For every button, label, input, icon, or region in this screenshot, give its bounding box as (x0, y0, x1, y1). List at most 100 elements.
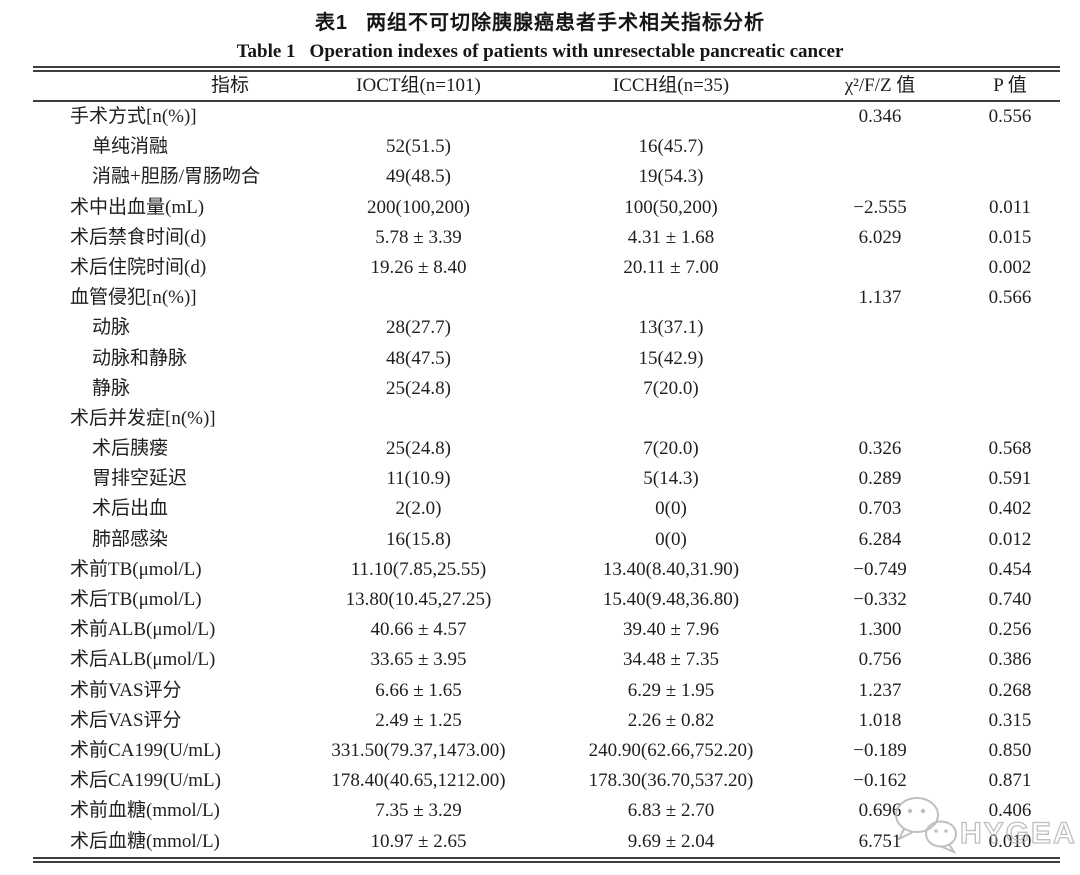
table-row: 胃排空延迟 11(10.9) 5(14.3) 0.289 0.591 (33, 464, 1060, 494)
table-row: 术前ALB(μmol/L) 40.66 ± 4.57 39.40 ± 7.96 1.3… (33, 615, 1060, 645)
cell-ioct-value: 5.78 ± 3.39 (375, 226, 462, 248)
statistics-table: 指标 IOCT组(n=101) ICCH组(n=35) χ²/F/Z 值 P 值… (33, 66, 1060, 863)
cell-p-value: 0.010 (988, 830, 1032, 852)
cell-statistic-value: −0.749 (853, 558, 907, 580)
cell-statistic-value: 1.137 (858, 287, 902, 309)
cell-statistic-value: 1.018 (858, 709, 902, 731)
table-header-rule (33, 100, 1060, 102)
table-row: 静脉 25(24.8) 7(20.0) (33, 374, 1060, 404)
cell-p-value: 0.268 (988, 679, 1032, 701)
row-label: 术后禁食时间(d) (70, 226, 207, 248)
cell-ioct-value: 11(10.9) (386, 468, 451, 490)
table-row: 动脉和静脉 48(47.5) 15(42.9) (33, 344, 1060, 374)
cell-icch-value: 240.90(62.66,752.20) (588, 739, 754, 761)
column-header-ioct-group: IOCT组(n=101) (356, 75, 481, 96)
row-label: 术后ALB(μmol/L) (70, 649, 216, 671)
table-bottom-rule (33, 856, 1060, 863)
cell-p-value: 0.556 (988, 106, 1032, 127)
cell-statistic-value: −0.162 (853, 770, 907, 792)
cell-p-value: 0.871 (988, 770, 1032, 792)
cell-icch-value: 7(20.0) (643, 438, 699, 460)
cell-p-value: 0.454 (988, 558, 1032, 580)
cell-ioct-value: 13.80(10.45,27.25) (345, 589, 492, 610)
table-row: 血管侵犯[n(%)] 1.137 0.566 (33, 283, 1060, 313)
cell-statistic-value (800, 313, 960, 343)
column-header-p-value: P 值 (993, 75, 1027, 96)
table-row: 术后血糖(mmol/L) 10.97 ± 2.65 9.69 ± 2.04 6.751… (33, 827, 1060, 857)
cell-statistic-value: 0.696 (858, 800, 902, 822)
cell-p-value: 0.315 (988, 709, 1032, 731)
cell-statistic-value (800, 374, 960, 404)
cell-ioct-value (295, 283, 542, 313)
row-label: 术后CA199(U/mL) (70, 770, 221, 792)
cell-ioct-value: 33.65 ± 3.95 (370, 649, 467, 671)
row-label: 动脉和静脉 (92, 347, 188, 369)
cell-statistic-value: 6.029 (858, 226, 902, 248)
cell-p-value: 0.566 (988, 287, 1032, 309)
cell-ioct-value (295, 404, 542, 434)
table-row: 术前血糖(mmol/L) 7.35 ± 3.29 6.83 ± 2.70 0.696 0… (33, 796, 1060, 826)
row-label: 单纯消融 (92, 136, 169, 158)
cell-icch-value (542, 102, 800, 132)
cell-statistic-value (800, 253, 960, 283)
column-header-icch-group: ICCH组(n=35) (612, 75, 730, 96)
cell-icch-value: 34.48 ± 7.35 (623, 649, 719, 671)
cell-p-value: 0.850 (988, 739, 1032, 761)
cell-icch-value: 20.11 ± 7.00 (623, 256, 719, 278)
cell-statistic-value: 6.751 (858, 830, 902, 852)
table-row: 肺部感染 16(15.8) 0(0) 6.284 0.012 (33, 525, 1060, 555)
cell-icch-value: 2.26 ± 0.82 (627, 709, 715, 731)
row-label: 动脉 (92, 317, 131, 339)
cell-icch-value: 15.40(9.48,36.80) (602, 589, 740, 610)
cell-ioct-value: 28(27.7) (386, 317, 451, 339)
table-header-row: 指标 IOCT组(n=101) ICCH组(n=35) χ²/F/Z 值 P 值 (33, 72, 1060, 100)
cell-icch-value (542, 283, 800, 313)
cell-p-value: 0.011 (988, 196, 1032, 218)
row-label: 胃排空延迟 (92, 468, 188, 490)
table-row: 动脉 28(27.7) 13(37.1) (33, 313, 1060, 343)
cell-icch-value: 5(14.3) (643, 468, 699, 490)
table-row: 术后胰瘘 25(24.8) 7(20.0) 0.326 0.568 (33, 434, 1060, 464)
cell-ioct-value: 10.97 ± 2.65 (370, 830, 467, 852)
cell-ioct-value: 16(15.8) (386, 528, 451, 550)
cell-p-value (960, 404, 1060, 434)
cell-icch-value: 13(37.1) (638, 317, 704, 339)
cell-ioct-value: 2.49 ± 1.25 (375, 709, 462, 731)
table-row: 术后住院时间(d) 19.26 ± 8.40 20.11 ± 7.00 0.002 (33, 253, 1060, 283)
cell-icch-value: 7(20.0) (643, 377, 699, 399)
row-label: 术后并发症[n(%)] (70, 407, 216, 429)
cell-p-value: 0.568 (988, 438, 1032, 460)
table-row: 术后CA199(U/mL) 178.40(40.65,1212.00) 178.30… (33, 766, 1060, 796)
cell-ioct-value: 7.35 ± 3.29 (375, 800, 462, 822)
row-label: 术后TB(μmol/L) (70, 589, 202, 610)
row-label: 术前ALB(μmol/L) (70, 619, 216, 641)
row-label: 术中出血量(mL) (70, 196, 205, 218)
cell-statistic-value: 1.237 (858, 679, 902, 701)
cell-icch-value: 6.83 ± 2.70 (627, 800, 715, 822)
table-row: 术前CA199(U/mL) 331.50(79.37,1473.00) 240.90… (33, 736, 1060, 766)
cell-icch-value: 6.29 ± 1.95 (627, 679, 715, 701)
cell-icch-value: 19(54.3) (638, 166, 704, 188)
cell-p-value: 0.386 (988, 649, 1032, 671)
row-label: 术后VAS评分 (70, 709, 182, 731)
table-row: 手术方式[n(%)] 0.346 0.556 (33, 102, 1060, 132)
row-label: 术前TB(μmol/L) (70, 558, 202, 580)
cell-statistic-value (800, 132, 960, 162)
table-title-en-text: Operation indexes of patients with unres… (309, 41, 844, 62)
table-row: 术后VAS评分 2.49 ± 1.25 2.26 ± 0.82 1.018 0.315 (33, 706, 1060, 736)
cell-ioct-value: 6.66 ± 1.65 (375, 679, 462, 701)
cell-p-value: 0.406 (988, 800, 1032, 822)
cell-statistic-value: 0.346 (858, 106, 902, 127)
cell-p-value: 0.256 (988, 619, 1032, 641)
cell-p-value: 0.591 (988, 468, 1032, 490)
row-label: 术后血糖(mmol/L) (70, 830, 220, 852)
cell-ioct-value: 40.66 ± 4.57 (370, 619, 467, 641)
cell-ioct-value: 11.10(7.85,25.55) (350, 558, 487, 580)
row-label: 手术方式[n(%)] (70, 106, 197, 127)
table-row: 术前VAS评分 6.66 ± 1.65 6.29 ± 1.95 1.237 0.268 (33, 676, 1060, 706)
cell-ioct-value: 200(100,200) (367, 196, 470, 218)
row-label: 术前血糖(mmol/L) (70, 800, 220, 822)
cell-icch-value: 9.69 ± 2.04 (627, 830, 715, 852)
cell-ioct-value: 2(2.0) (395, 498, 442, 520)
